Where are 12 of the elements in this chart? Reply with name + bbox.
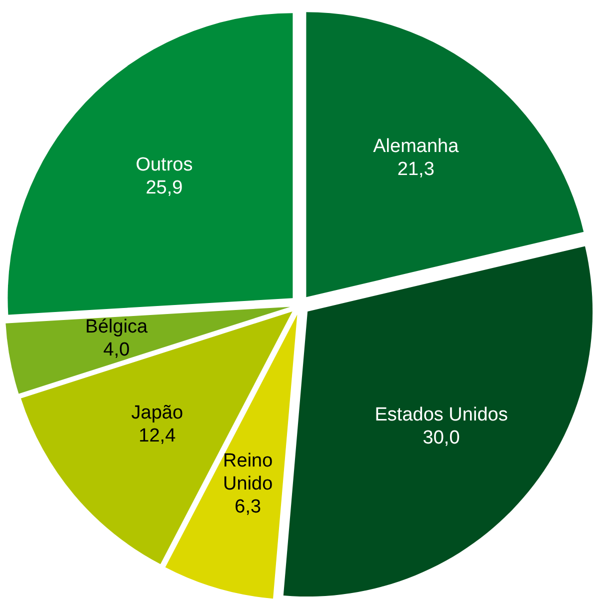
data-label: 6,3 [234, 496, 262, 518]
slice-label: Alemanha [373, 136, 460, 158]
slice-label: Reino Unido [223, 450, 273, 494]
data-label: 12,4 [138, 426, 176, 447]
slice-label: Estados Unidos [374, 404, 508, 426]
data-label: 21,3 [397, 159, 434, 180]
data-label: 30,0 [422, 428, 460, 449]
data-label: 25,9 [146, 177, 183, 198]
slice-label: Japão [131, 402, 184, 424]
slice-label: Bélgica [85, 316, 148, 338]
data-label: 4,0 [103, 340, 130, 361]
slice-label: Outros [136, 154, 193, 176]
